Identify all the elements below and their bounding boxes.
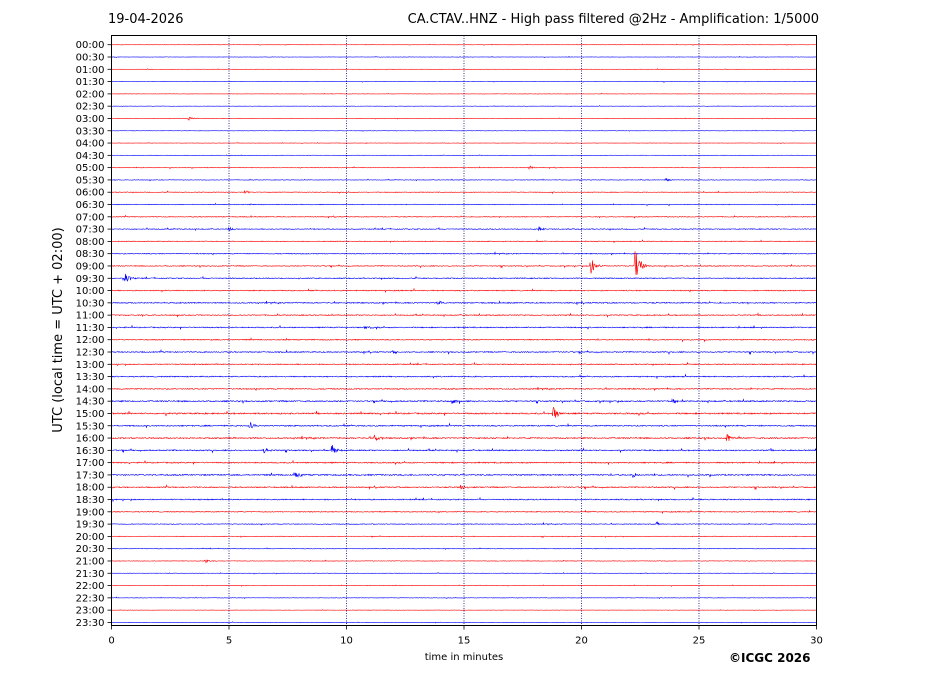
x-tick-label: 30: [810, 636, 823, 647]
y-tick-label: 04:00: [76, 139, 105, 150]
trace-row-0700: [111, 214, 817, 219]
trace-row-1600: [111, 434, 817, 442]
trace-row-1230: [111, 349, 817, 356]
y-tick-label: 03:00: [76, 114, 105, 125]
trace-row-1900: [111, 509, 817, 515]
y-tick-label: 20:30: [76, 544, 105, 555]
y-tick-label: 19:00: [76, 507, 105, 518]
y-tick-label: 14:00: [76, 384, 105, 395]
trace-row-1200: [111, 337, 817, 343]
trace-row-0100: [111, 68, 817, 71]
x-axis: 0 5 10 15 20 25 30: [108, 625, 823, 647]
trace-row-1730: [111, 472, 817, 479]
trace-row-0730: [111, 226, 817, 232]
y-tick-label: 18:30: [76, 495, 105, 506]
y-tick-label: 23:30: [76, 618, 105, 629]
trace-row-0000: [111, 43, 817, 46]
y-tick-label: 19:30: [76, 520, 105, 531]
y-tick-label: 02:00: [76, 89, 105, 100]
grid-lines: [228, 35, 700, 626]
trace-row-2300: [111, 609, 817, 612]
y-tick-label: 05:00: [76, 163, 105, 174]
trace-row-0630: [111, 202, 817, 207]
y-axis-label: UTC (local time = UTC + 02:00): [51, 227, 66, 432]
y-tick-label: 07:30: [76, 225, 105, 236]
y-tick-label: 14:30: [76, 397, 105, 408]
x-tick-label: 0: [108, 636, 114, 647]
trace-row-0530: [111, 178, 817, 182]
trace-row-0030: [111, 55, 817, 59]
x-tick-label: 15: [458, 636, 471, 647]
y-tick-label: 00:30: [76, 53, 105, 64]
y-tick-label: 00:00: [76, 40, 105, 51]
y-tick-label: 13:30: [76, 372, 105, 383]
y-tick-label: 11:30: [76, 323, 105, 334]
y-tick-label: 11:00: [76, 311, 105, 322]
y-tick-label: 22:30: [76, 593, 105, 604]
trace-row-2330: [111, 621, 817, 624]
y-tick-label: 10:00: [76, 286, 105, 297]
chart-date: 19-04-2026: [108, 12, 184, 27]
y-tick-label: 01:30: [76, 77, 105, 88]
x-axis-label: time in minutes: [425, 652, 504, 663]
y-tick-label: 09:00: [76, 261, 105, 272]
y-tick-label: 10:30: [76, 298, 105, 309]
y-tick-label: 15:00: [76, 409, 105, 420]
trace-row-1700: [111, 459, 817, 466]
y-tick-label: 18:00: [76, 483, 105, 494]
y-tick-label: 09:30: [76, 274, 105, 285]
chart-title: CA.CTAV..HNZ - High pass filtered @2Hz -…: [407, 12, 819, 27]
x-tick-label: 5: [226, 636, 232, 647]
y-tick-label: 15:30: [76, 421, 105, 432]
trace-row-1130: [111, 324, 817, 331]
trace-row-1930: [111, 520, 817, 526]
y-tick-label: 07:00: [76, 212, 105, 223]
y-tick-label: 17:00: [76, 458, 105, 469]
y-tick-label: 04:30: [76, 151, 105, 162]
x-tick-label: 10: [340, 636, 353, 647]
x-tick-label: 20: [575, 636, 588, 647]
y-tick-label: 12:30: [76, 348, 105, 359]
y-tick-label: 08:30: [76, 249, 105, 260]
y-tick-label: 08:00: [76, 237, 105, 248]
y-tick-label: 01:00: [76, 65, 105, 76]
y-tick-label: 21:00: [76, 556, 105, 567]
copyright-credit: ©ICGC 2026: [729, 651, 811, 665]
y-tick-label: 12:00: [76, 335, 105, 346]
trace-row-0500: [111, 165, 817, 170]
trace-row-0600: [111, 189, 817, 195]
y-tick-label: 23:00: [76, 606, 105, 617]
trace-row-1830: [111, 496, 817, 503]
trace-row-0930: [111, 273, 817, 282]
y-tick-label: 22:00: [76, 581, 105, 592]
y-tick-label: 06:00: [76, 188, 105, 199]
y-tick-label: 16:30: [76, 446, 105, 457]
y-tick-label: 20:00: [76, 532, 105, 543]
y-tick-label: 21:30: [76, 569, 105, 580]
trace-row-0430: [111, 154, 817, 157]
trace-row-1000: [111, 287, 817, 294]
y-tick-label: 13:00: [76, 360, 105, 371]
y-tick-label: 16:00: [76, 434, 105, 445]
y-tick-label: 06:30: [76, 200, 105, 211]
x-tick-label: 25: [693, 636, 706, 647]
y-tick-label: 17:30: [76, 470, 105, 481]
trace-row-1800: [111, 484, 817, 491]
trace-row-1100: [111, 312, 817, 318]
y-tick-label: 03:30: [76, 126, 105, 137]
y-tick-label: 02:30: [76, 102, 105, 113]
y-tick-label: 05:30: [76, 175, 105, 186]
trace-row-1300: [111, 361, 817, 367]
